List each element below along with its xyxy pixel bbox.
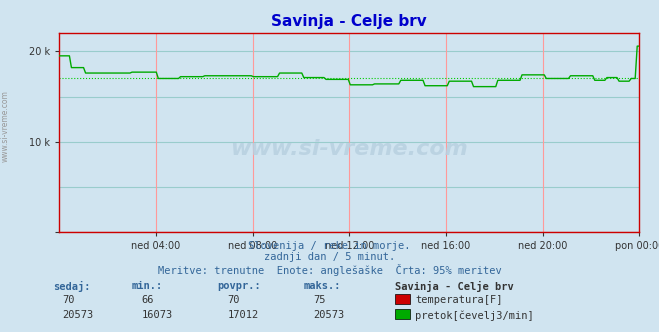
Text: www.si-vreme.com: www.si-vreme.com [231, 139, 468, 159]
Text: 70: 70 [227, 295, 240, 305]
Text: temperatura[F]: temperatura[F] [415, 295, 503, 305]
Text: Meritve: trenutne  Enote: anglešaške  Črta: 95% meritev: Meritve: trenutne Enote: anglešaške Črta… [158, 264, 501, 276]
Text: 20573: 20573 [313, 310, 344, 320]
Text: Slovenija / reke in morje.: Slovenija / reke in morje. [248, 241, 411, 251]
Text: 66: 66 [142, 295, 154, 305]
Text: min.:: min.: [132, 281, 163, 290]
Text: sedaj:: sedaj: [53, 281, 90, 291]
Text: 17012: 17012 [227, 310, 258, 320]
Text: povpr.:: povpr.: [217, 281, 261, 290]
Text: 16073: 16073 [142, 310, 173, 320]
Text: Savinja - Celje brv: Savinja - Celje brv [395, 281, 514, 291]
Text: maks.:: maks.: [303, 281, 341, 290]
Title: Savinja - Celje brv: Savinja - Celje brv [272, 14, 427, 29]
Text: 70: 70 [63, 295, 75, 305]
Text: 20573: 20573 [63, 310, 94, 320]
Text: 75: 75 [313, 295, 326, 305]
Text: pretok[čevelj3/min]: pretok[čevelj3/min] [415, 310, 534, 321]
Text: zadnji dan / 5 minut.: zadnji dan / 5 minut. [264, 252, 395, 262]
Text: www.si-vreme.com: www.si-vreme.com [1, 90, 10, 162]
